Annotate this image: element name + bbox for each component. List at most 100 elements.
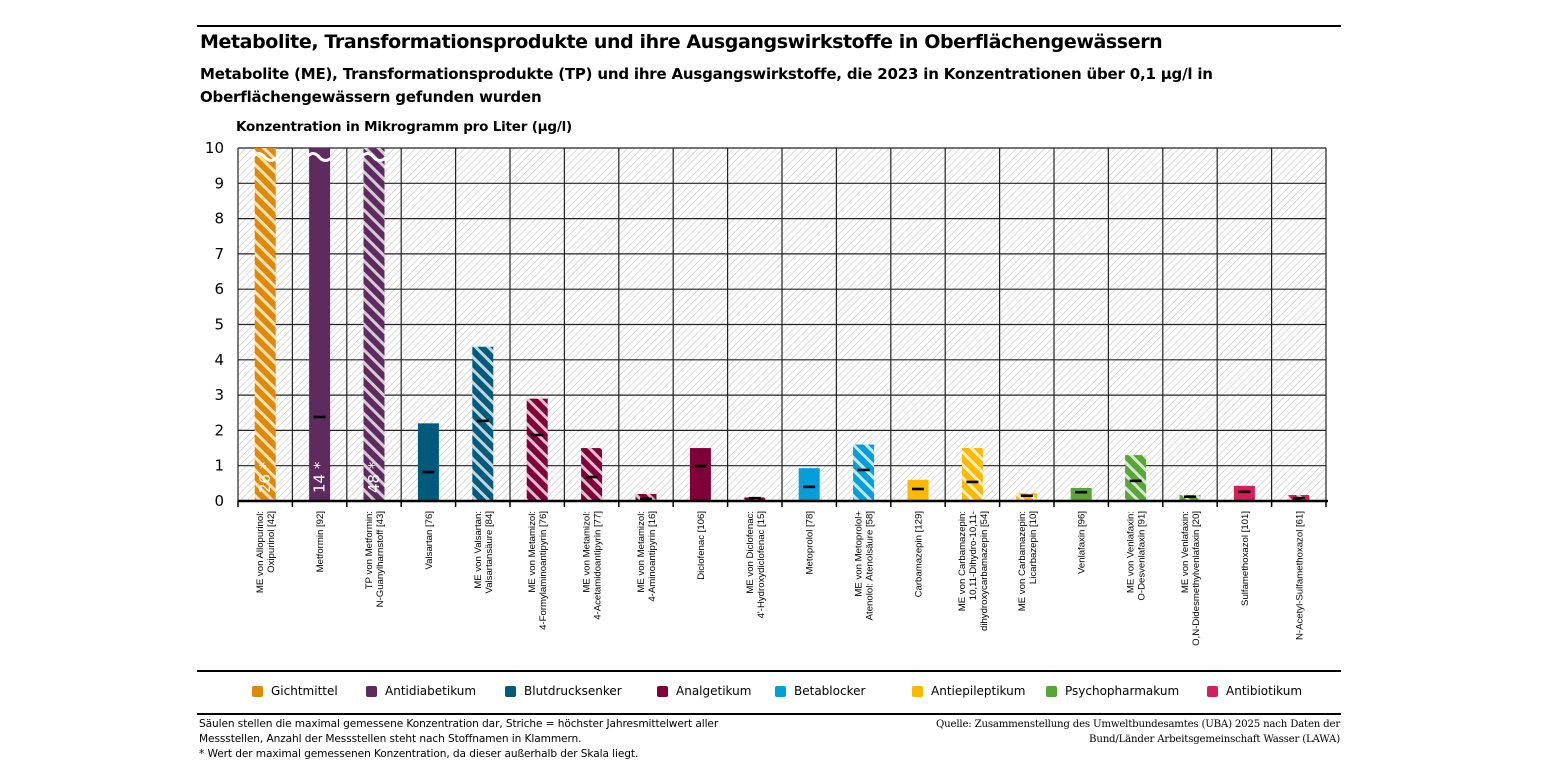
x-axis-label-line: dihydroxycarbamazepin [54] <box>979 511 990 631</box>
legend-label: Gichtmittel <box>271 684 338 698</box>
source-note: Quelle: Zusammenstellung des Umweltbunde… <box>936 719 1340 745</box>
x-axis-label-line: O,N-Didesmethylvenlafaxin [20] <box>1191 511 1202 646</box>
x-axis-labels: ME von Allopurinol: Oxipurinol [42] Metfor… <box>255 511 1305 646</box>
x-axis-label: Sulfamethoxazol [101] <box>1240 511 1251 606</box>
y-tick-label: 6 <box>214 280 224 298</box>
x-axis-label: ME von Allopurinol: Oxipurinol [42] <box>255 511 277 593</box>
legend-swatch <box>775 685 786 697</box>
axis-break-mark <box>305 152 334 162</box>
x-axis-label-line: Oxipurinol [42] <box>266 511 277 573</box>
bar <box>853 444 875 501</box>
mean-marker <box>1238 490 1251 494</box>
x-axis-label-line: 4-Formylaminoantipyrin [76] <box>538 511 549 630</box>
legend-label: Analgetikum <box>676 684 752 698</box>
chart-title: Metabolite, Transformationsprodukte und … <box>200 31 1163 53</box>
x-axis-label: ME von Venlafaxin: O,N-Didesmethylvenlafa… <box>1180 511 1202 646</box>
mean-marker <box>313 415 326 419</box>
legend-swatch <box>1207 685 1218 697</box>
legend-item: Antidiabetikum <box>366 684 476 698</box>
x-axis <box>237 499 1328 507</box>
mean-marker <box>1184 495 1196 499</box>
legend-swatch <box>505 685 516 697</box>
x-axis-label-line: ME von Carbamazepin: <box>1017 511 1028 611</box>
legend: Gichtmittel Antidiabetikum Blutdrucksenker… <box>240 684 1340 704</box>
mean-marker <box>803 485 816 489</box>
legend-label: Psychopharmakum <box>1065 684 1180 698</box>
bar <box>1070 487 1092 501</box>
chart-subtitle: Metabolite (ME), Transformationsprodukte… <box>200 65 1213 106</box>
x-axis-label-line: ME von Venlafaxin: <box>1126 511 1137 593</box>
mean-marker <box>640 497 652 501</box>
footnote: Säulen stellen die maximal gemessene Kon… <box>199 717 719 762</box>
x-axis-label: Venlafaxin [96] <box>1077 511 1088 574</box>
bar <box>363 148 385 501</box>
y-tick-label: 2 <box>214 421 224 439</box>
x-axis-label-line: Sulfamethoxazol [101] <box>1240 511 1251 606</box>
legend-label: Antiepileptikum <box>931 684 1026 698</box>
x-axis-label: Metoprolol [78] <box>805 511 816 574</box>
x-axis-label-line: N-Guanylharnstoff [43] <box>375 511 386 607</box>
y-axis-label: Konzentration in Mikrogramm pro Liter (µ… <box>236 119 572 135</box>
x-axis-label-line: ME von Valsartan: <box>473 511 484 589</box>
x-axis-label-line: ME von Carbamazepin: <box>957 511 968 611</box>
mean-marker <box>1020 494 1033 498</box>
x-axis-label-line: ME von Metamizol: <box>636 511 647 593</box>
bar <box>635 493 657 501</box>
legend-top-rule <box>197 670 1341 672</box>
legend-label: Betablocker <box>794 684 866 698</box>
x-axis-label-line: 4-Acetamidoantipyrin [77] <box>593 511 604 620</box>
x-axis-label: Diclofenac [106] <box>696 511 707 580</box>
legend-item: Blutdrucksenker <box>505 684 622 698</box>
x-axis-label-line: ME von Metamizol: <box>527 511 538 593</box>
legend-label: Antidiabetikum <box>385 684 477 698</box>
y-tick-label: 3 <box>214 386 224 404</box>
legend-label: Blutdrucksenker <box>524 684 622 698</box>
mean-marker <box>694 464 707 468</box>
bar-chart: 0 1 2 3 4 5 6 7 8 9 10 26 * 14 * 48 * ME von Allopur… <box>205 140 1328 646</box>
legend-swatch <box>1046 685 1057 697</box>
x-axis-label: Valsartan [76] <box>424 511 435 570</box>
x-axis-label: ME von Metamizol: 4-Formylaminoantipyrin … <box>527 511 549 630</box>
x-axis-label-line: Diclofenac [106] <box>696 511 707 580</box>
legend-item: Psychopharmakum <box>1046 684 1179 698</box>
x-axis-label: ME von Diclofenac: 4'-Hydroxydiclofenac [… <box>745 511 767 618</box>
mean-marker <box>966 480 979 484</box>
legend-item: Betablocker <box>775 684 865 698</box>
mean-markers <box>313 415 1305 501</box>
x-axis-label-line: Venlafaxin [96] <box>1077 511 1088 574</box>
x-axis-label-line: ME von Venlafaxin: <box>1180 511 1191 593</box>
x-axis-label-line: O-Desvenlafaxin [91] <box>1137 511 1148 601</box>
mean-marker <box>531 433 544 437</box>
bar <box>472 346 494 501</box>
x-axis-label: N-Acetyl-Sulfamethoxazol [61] <box>1294 511 1305 640</box>
legend-swatch <box>912 685 923 697</box>
x-axis-label: ME von Carbamazepin: 10,11-Dihydro-10,11-… <box>957 511 990 631</box>
legend-item: Antibiotikum <box>1207 684 1302 698</box>
bars: 26 * 14 * 48 * <box>251 148 1310 501</box>
y-tick-label: 0 <box>214 492 224 510</box>
x-axis-label-line: N-Acetyl-Sulfamethoxazol [61] <box>1294 511 1305 640</box>
bar <box>961 448 983 501</box>
x-axis-label-line: ME von Diclofenac: <box>745 511 756 594</box>
bar <box>254 148 276 501</box>
top-rule <box>197 25 1341 27</box>
x-axis-label: ME von Venlafaxin: O-Desvenlafaxin [91] <box>1126 511 1148 601</box>
bar <box>309 148 331 501</box>
mean-marker <box>476 419 489 423</box>
x-axis-label-line: Atenolol: Atenolsäure [58] <box>865 511 876 620</box>
footnote-line-1: Säulen stellen die maximal gemessene Kon… <box>199 718 719 745</box>
x-axis-label: ME von Carbamazepin: Licarbazepin [10] <box>1017 511 1039 611</box>
mean-marker <box>748 496 761 500</box>
x-axis-label: Carbamazepin [129] <box>914 511 925 597</box>
y-tick-label: 10 <box>205 140 224 157</box>
y-tick-label: 4 <box>214 351 224 369</box>
footnote-line-2: * Wert der maximal gemessenen Konzentrat… <box>199 748 639 760</box>
bar <box>581 448 603 501</box>
bar <box>1016 493 1038 501</box>
bar <box>689 448 711 501</box>
bar <box>798 468 820 501</box>
x-axis-label: ME von Valsartan: Valsartansäure [84] <box>473 511 495 593</box>
x-axis-label-line: Valsartansäure [84] <box>484 511 495 593</box>
legend-bottom-rule <box>197 713 1341 715</box>
x-axis-label: TP von Metformin: N-Guanylharnstoff [43] <box>364 511 386 607</box>
